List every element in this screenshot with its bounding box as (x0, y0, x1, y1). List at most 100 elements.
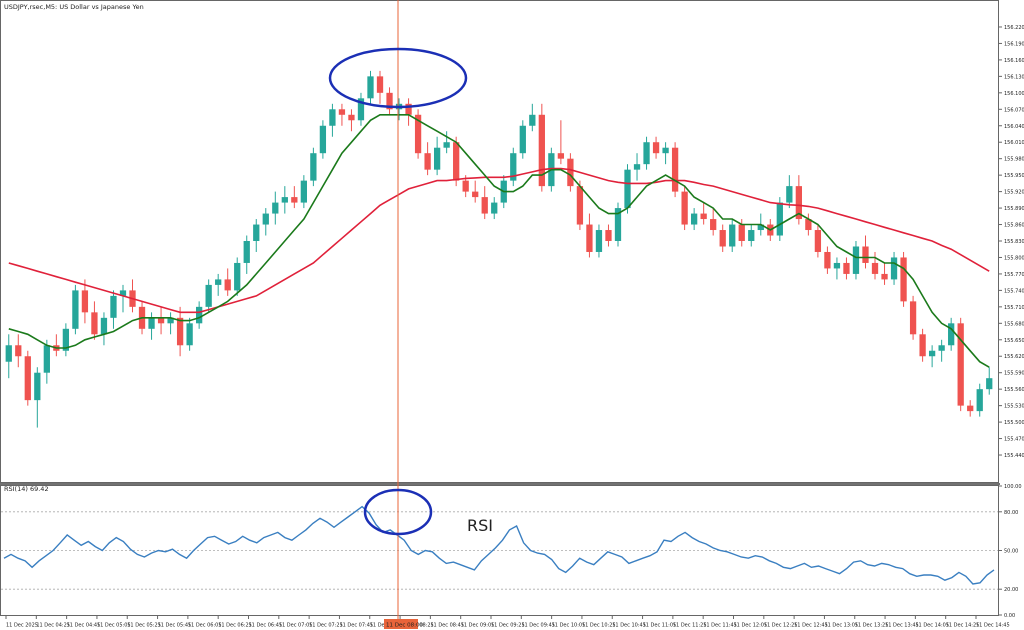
candle-bull (234, 262, 241, 291)
price-tick-label: 155.800 (1004, 255, 1024, 261)
candle-bear (462, 180, 469, 192)
ma-fast-line (8, 114, 990, 368)
candle-bear (386, 92, 393, 110)
candle-bull (595, 230, 603, 252)
candle-bear (414, 114, 422, 154)
candle-bear (586, 224, 593, 252)
candle-bear (862, 246, 869, 263)
candle-bear (795, 186, 802, 220)
candle-bear (24, 356, 31, 401)
candle-bull (319, 125, 327, 154)
candle-bear (538, 114, 545, 187)
time-marker-label-bg (384, 619, 418, 629)
time-marker-label: 11 Dec 08:00 (386, 623, 423, 629)
candle-bear (805, 219, 812, 231)
candle-bull (262, 213, 269, 225)
candle-bull (43, 345, 50, 373)
time-tick-label: 11 Dec 05:25 (127, 623, 161, 629)
price-tick-label: 155.740 (1004, 288, 1024, 294)
price-tick-label: 156.130 (1004, 74, 1024, 80)
candle-bear (652, 142, 660, 154)
candle-bull (253, 224, 260, 241)
time-tick-label: 11 Dec 10:25 (582, 623, 616, 629)
candle-bear (176, 317, 184, 346)
candle-bear (700, 213, 707, 220)
candle-bull (329, 109, 336, 126)
price-tick-label: 155.770 (1004, 272, 1024, 278)
candle-bull (948, 323, 955, 346)
candle-bull (443, 142, 450, 148)
price-tick-label: 155.440 (1004, 453, 1024, 459)
candle-bull (243, 241, 250, 263)
price-tick-label: 155.680 (1004, 321, 1024, 327)
time-tick-label: 11 Dec 07:45 (339, 623, 373, 629)
time-tick-label: 11 Dec 14:25 (946, 623, 980, 629)
candle-bear (871, 262, 879, 274)
price-tick-label: 155.860 (1004, 223, 1024, 229)
candle-bear (157, 317, 165, 324)
candle-bear (957, 323, 964, 406)
candle-bull (433, 147, 441, 170)
highlight-circle-rsi (363, 488, 433, 536)
price-tick-label: 156.010 (1004, 140, 1024, 146)
candle-bear (843, 262, 850, 274)
rsi-title: RSI(14) 69.42 (4, 485, 49, 493)
price-tick-label: 156.070 (1004, 107, 1024, 113)
price-tick-label: 155.920 (1004, 190, 1024, 196)
candle-bull (786, 186, 793, 203)
chart-title: USDJPY,rsec,M5: US Dollar vs Japanese Ye… (4, 3, 144, 11)
price-axis: 156.220 156.190 156.160 156.130 156.100 156.0… (999, 25, 1024, 459)
time-tick-label: 11 Dec 05:05 (97, 623, 131, 629)
time-tick-label: 11 Dec 08:45 (430, 623, 464, 629)
candle-bear (576, 186, 584, 225)
candle-bear (719, 230, 726, 247)
candle-bull (748, 230, 755, 241)
candle-bull (776, 202, 783, 236)
rsi-axis: 100.00 80.00 50.00 20.00 0.00 (999, 484, 1022, 619)
time-tick-label: 11 Dec 09:45 (521, 623, 555, 629)
candle-bear (824, 251, 831, 269)
time-tick-label: 11 Dec 07:05 (279, 623, 313, 629)
time-tick-label: 11 Dec 2025 (6, 623, 38, 629)
candle-bear (472, 191, 479, 198)
candle-bear (681, 191, 688, 225)
price-tick-label: 155.620 (1004, 354, 1024, 360)
candle-bull (890, 257, 898, 280)
candle-bear (481, 197, 488, 214)
candle-bear (405, 103, 412, 115)
candle-bull (34, 372, 41, 401)
rsi-tick-label: 80.00 (1004, 510, 1018, 516)
time-tick-label: 11 Dec 05:45 (158, 623, 192, 629)
candle-bull (833, 262, 841, 269)
time-tick-label: 11 Dec 13:45 (885, 623, 919, 629)
time-tick-label: 11 Dec 04:25 (36, 623, 70, 629)
candle-bull (62, 328, 70, 351)
candle-bull (110, 295, 117, 318)
time-tick-label: 11 Dec 12:25 (764, 623, 798, 629)
candle-bear (605, 230, 612, 241)
candle-bull (300, 180, 307, 203)
candle-bear (453, 142, 460, 181)
price-tick-label: 155.830 (1004, 239, 1024, 245)
price-tick-label: 155.560 (1004, 387, 1024, 393)
time-tick-label: 11 Dec 11:25 (673, 623, 707, 629)
candle-bull (633, 164, 641, 170)
time-tick-label: 11 Dec 06:25 (218, 623, 252, 629)
time-tick-label: 11 Dec 13:25 (855, 623, 889, 629)
price-tick-label: 156.190 (1004, 41, 1024, 47)
candle-bull (5, 345, 12, 362)
candle-bear (424, 153, 431, 170)
ma-slow-line (8, 167, 990, 314)
rsi-tick-label: 0.00 (1004, 613, 1015, 619)
candle-bull (691, 213, 698, 225)
time-tick-label: 11 Dec 06:45 (249, 623, 283, 629)
candle-bull (357, 98, 365, 121)
time-tick-label: 11 Dec 13:05 (824, 623, 858, 629)
candle-bull (186, 323, 193, 346)
time-tick-label: 11 Dec 10:05 (552, 623, 586, 629)
candle-bull (976, 389, 983, 412)
candle-bear (567, 158, 574, 187)
candle-bull (624, 169, 631, 209)
